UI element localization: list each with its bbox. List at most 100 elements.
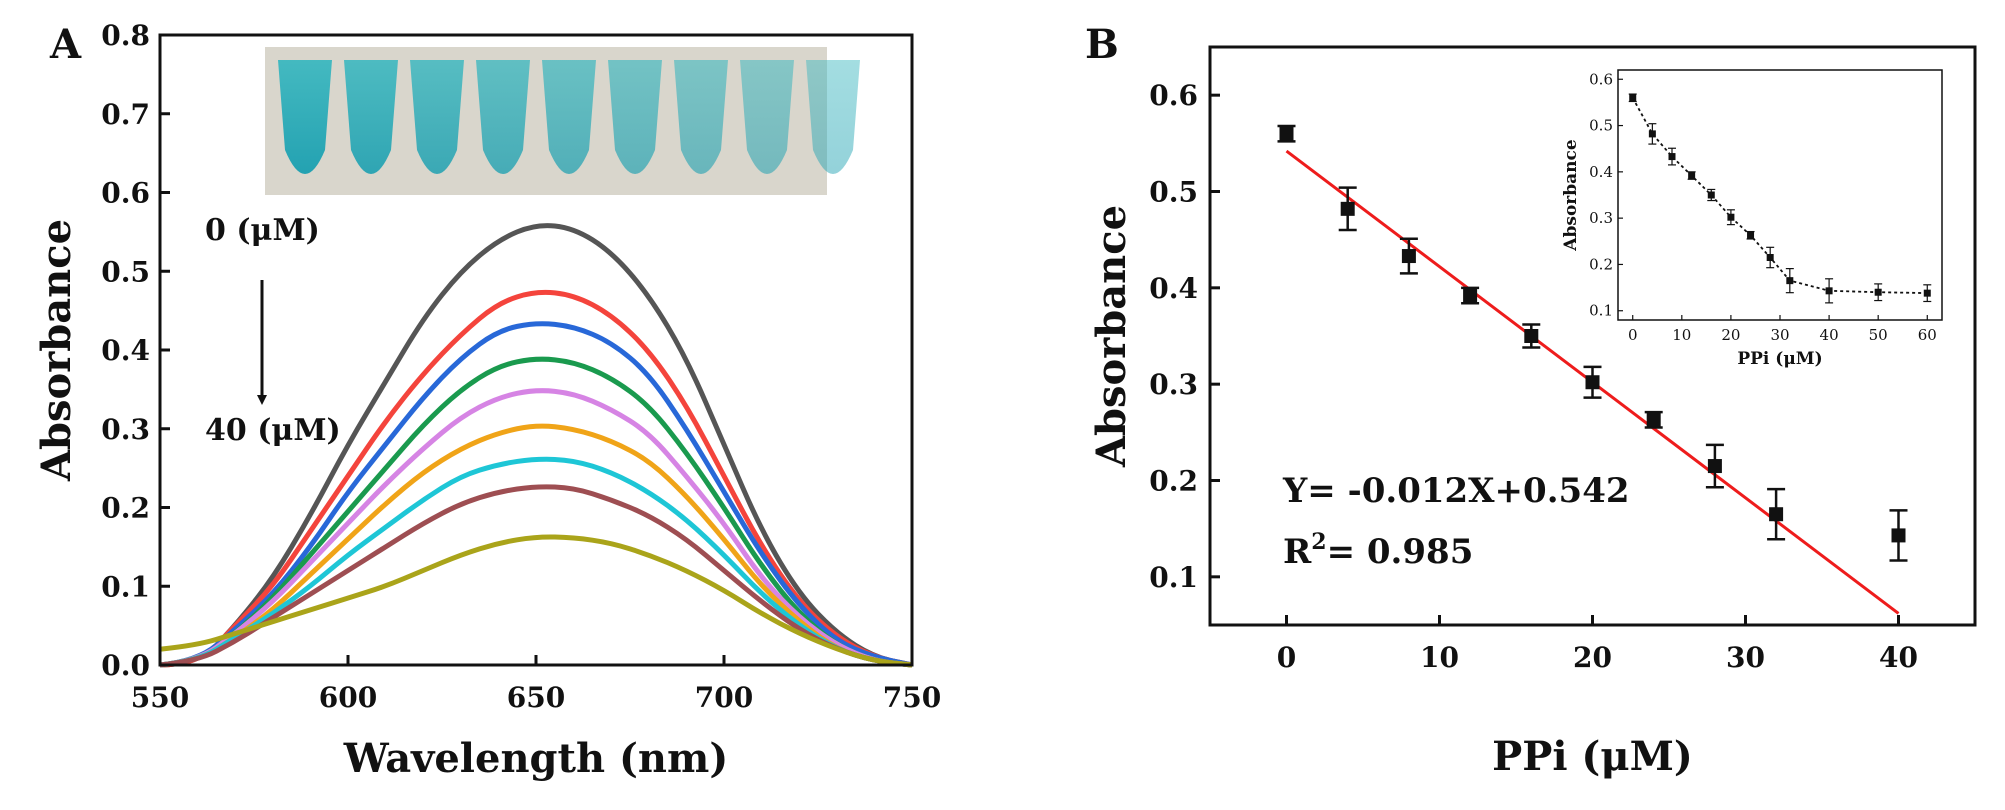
spectrum-line bbox=[159, 456, 913, 668]
r-squared-superscript: 2 bbox=[1311, 529, 1326, 555]
fit-equation: Y= -0.012X+0.542 bbox=[1282, 471, 1630, 511]
x-tick-label: 10 bbox=[1420, 641, 1459, 674]
panel-a: A 0.0 0.1 0.2 0.3 0.4 0.5 0.6 0.7 0.8 550 600 650 70… bbox=[33, 19, 941, 782]
inset-data-point bbox=[1786, 277, 1794, 285]
data-point bbox=[1401, 249, 1416, 264]
data-point bbox=[1646, 412, 1661, 427]
cuvette-tube bbox=[806, 60, 860, 174]
r-squared-prefix: R bbox=[1283, 532, 1312, 572]
x-tick-label: 600 bbox=[319, 681, 377, 714]
data-point bbox=[1463, 288, 1478, 303]
inset-data-point bbox=[1629, 94, 1637, 102]
inset-data-point bbox=[1766, 254, 1774, 261]
data-point bbox=[1524, 329, 1539, 343]
data-points bbox=[1277, 124, 1908, 562]
inset-chart: 0.1 0.2 0.3 0.4 0.5 0.6 0 10 20 30 40 50 60 PPi (μM) A… bbox=[1561, 69, 1943, 369]
inset-x-tick-label: 20 bbox=[1721, 326, 1740, 344]
data-point bbox=[1279, 126, 1294, 141]
y-axis-title: Absorbance bbox=[1088, 205, 1135, 468]
y-tick-label: 0.3 bbox=[101, 413, 150, 446]
spectrum-line bbox=[159, 388, 913, 668]
y-tick-label: 0.7 bbox=[101, 98, 150, 131]
x-axis-title: Wavelength (nm) bbox=[343, 735, 729, 782]
inset-y-axis-title: Absorbance bbox=[1561, 139, 1581, 252]
inset-data-point bbox=[1825, 287, 1833, 295]
inset-frame bbox=[1617, 69, 1943, 321]
y-tick-label: 0.1 bbox=[1149, 561, 1198, 594]
y-tick-label: 0.8 bbox=[101, 19, 150, 52]
x-tick-label: 30 bbox=[1726, 641, 1765, 674]
y-tick-label: 0.5 bbox=[101, 255, 150, 288]
y-tick-label: 0.5 bbox=[1149, 176, 1198, 209]
x-tick-label: 0 bbox=[1277, 641, 1296, 674]
y-axis-title: Absorbance bbox=[33, 219, 80, 482]
inset-data-point bbox=[1688, 172, 1696, 180]
inset-y-tick-label: 0.6 bbox=[1589, 70, 1613, 88]
cuvette-tube bbox=[608, 60, 662, 174]
x-tick-label: 750 bbox=[883, 681, 941, 714]
inset-data-point bbox=[1747, 231, 1755, 239]
spectrum-line bbox=[159, 356, 913, 668]
y-tick-label: 0.6 bbox=[1149, 79, 1198, 112]
inset-series-line bbox=[1631, 97, 1928, 294]
x-tick-label: 20 bbox=[1573, 641, 1612, 674]
inset-x-tick-label: 50 bbox=[1869, 326, 1888, 344]
x-tick-label: 650 bbox=[507, 681, 565, 714]
inset-data-point bbox=[1874, 288, 1882, 296]
data-point bbox=[1769, 507, 1784, 522]
cuvette-tube bbox=[542, 60, 596, 174]
y-tick-label: 0.3 bbox=[1149, 368, 1198, 401]
y-tick-label: 0.2 bbox=[1149, 465, 1198, 498]
y-tick-label: 0.4 bbox=[1149, 272, 1198, 305]
panel-a-letter: A bbox=[49, 21, 82, 68]
inset-y-tick-label: 0.4 bbox=[1589, 163, 1613, 181]
y-tick-label: 0.6 bbox=[101, 177, 150, 210]
cuvette-tubes bbox=[278, 60, 860, 174]
inset-x-tick-label: 30 bbox=[1770, 326, 1789, 344]
inset-y-tick-label: 0.2 bbox=[1589, 255, 1613, 273]
cuvette-tube bbox=[476, 60, 530, 174]
y-tick-label: 0.4 bbox=[101, 334, 150, 367]
spectrum-line bbox=[159, 534, 913, 668]
inset-data-point bbox=[1923, 289, 1931, 297]
x-tick-label: 550 bbox=[131, 681, 189, 714]
spectrum-line bbox=[159, 289, 913, 668]
inset-data-point bbox=[1727, 213, 1735, 221]
spectrum-line bbox=[159, 223, 913, 668]
inset-y-tick-label: 0.3 bbox=[1589, 209, 1613, 227]
data-point bbox=[1891, 528, 1906, 543]
inset-data-point bbox=[1707, 191, 1715, 199]
y-tick-label: 0.0 bbox=[101, 649, 150, 682]
data-point bbox=[1585, 375, 1600, 390]
data-point bbox=[1707, 459, 1722, 474]
x-tick-label: 700 bbox=[695, 681, 753, 714]
cuvette-tube bbox=[740, 60, 794, 174]
y-tick-label: 0.2 bbox=[101, 492, 150, 525]
inset-x-tick-label: 0 bbox=[1628, 326, 1638, 344]
inset-data-point bbox=[1668, 153, 1676, 161]
y-tick-label: 0.1 bbox=[101, 570, 150, 603]
panel-a-axes: 0.0 0.1 0.2 0.3 0.4 0.5 0.6 0.7 0.8 550 600 650 700 7… bbox=[33, 19, 941, 782]
spectrum-line bbox=[159, 423, 913, 668]
concentration-end-label: 40 (μM) bbox=[205, 413, 341, 448]
data-point bbox=[1340, 201, 1355, 216]
r-squared-label: R2= 0.985 bbox=[1283, 529, 1473, 572]
r-squared-value: = 0.985 bbox=[1327, 532, 1474, 572]
x-tick-label: 40 bbox=[1879, 641, 1918, 674]
inset-y-tick-label: 0.1 bbox=[1589, 302, 1613, 320]
inset-data-point bbox=[1648, 130, 1656, 138]
cuvette-tube bbox=[410, 60, 464, 174]
cuvette-tube bbox=[674, 60, 728, 174]
spectra-series bbox=[159, 223, 913, 668]
inset-x-tick-label: 10 bbox=[1672, 326, 1691, 344]
spectrum-line bbox=[159, 484, 913, 668]
x-axis-title: PPi (μM) bbox=[1492, 733, 1693, 780]
inset-x-axis-title: PPi (μM) bbox=[1737, 349, 1822, 369]
panel-b-letter: B bbox=[1085, 21, 1119, 68]
spectrum-line bbox=[159, 321, 913, 668]
inset-x-tick-label: 60 bbox=[1918, 326, 1937, 344]
cuvette-tube bbox=[344, 60, 398, 174]
inset-y-tick-label: 0.5 bbox=[1589, 117, 1613, 135]
